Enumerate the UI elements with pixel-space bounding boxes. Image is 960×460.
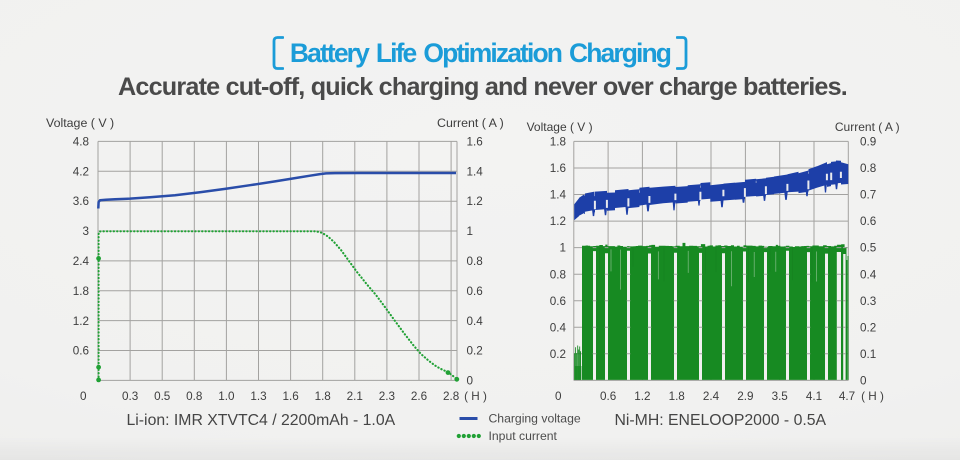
svg-text:1.2: 1.2 (73, 315, 89, 328)
svg-text:1.8: 1.8 (73, 285, 89, 298)
svg-text:0.8: 0.8 (467, 255, 483, 268)
svg-text:0.4: 0.4 (467, 315, 484, 328)
svg-text:2.9: 2.9 (737, 390, 753, 403)
svg-text:( H ): ( H ) (861, 390, 884, 403)
svg-text:1.3: 1.3 (250, 390, 266, 403)
svg-text:3.5: 3.5 (772, 390, 789, 403)
svg-text:1.2: 1.2 (634, 390, 650, 403)
svg-text:1.4: 1.4 (467, 165, 484, 178)
svg-text:1.6: 1.6 (282, 390, 298, 403)
svg-text:0.6: 0.6 (860, 215, 876, 228)
svg-text:0.2: 0.2 (550, 348, 566, 361)
svg-text:1.8: 1.8 (669, 390, 685, 403)
svg-text:Current ( A ): Current ( A ) (437, 116, 504, 130)
svg-text:1.0: 1.0 (218, 390, 235, 403)
svg-text:1: 1 (559, 242, 566, 255)
svg-text:1.8: 1.8 (315, 390, 331, 403)
svg-text:0.8: 0.8 (860, 162, 876, 175)
svg-text:0.3: 0.3 (122, 390, 138, 403)
svg-text:1.4: 1.4 (550, 189, 567, 202)
svg-text:Input current: Input current (489, 429, 558, 443)
svg-text:0.2: 0.2 (860, 321, 876, 334)
svg-text:2.6: 2.6 (411, 390, 427, 403)
svg-text:4.7: 4.7 (839, 390, 855, 403)
svg-text:0.5: 0.5 (860, 242, 877, 255)
svg-text:3.6: 3.6 (73, 195, 89, 208)
svg-text:( H ): ( H ) (464, 390, 487, 403)
svg-text:0.6: 0.6 (550, 295, 566, 308)
svg-text:0.4: 0.4 (860, 268, 877, 281)
svg-text:1.6: 1.6 (467, 136, 483, 149)
svg-text:0.3: 0.3 (860, 295, 876, 308)
svg-text:0.4: 0.4 (550, 321, 567, 334)
svg-text:1: 1 (467, 225, 474, 238)
svg-text:0: 0 (467, 375, 474, 388)
svg-text:4.2: 4.2 (73, 165, 89, 178)
svg-text:0.9: 0.9 (860, 136, 876, 149)
svg-text:0.5: 0.5 (154, 390, 171, 403)
svg-text:1.6: 1.6 (550, 162, 566, 175)
svg-text:0.1: 0.1 (860, 348, 876, 361)
svg-text:0: 0 (555, 390, 562, 403)
svg-text:Voltage ( V ): Voltage ( V ) (527, 120, 593, 134)
svg-text:2.3: 2.3 (379, 390, 395, 403)
svg-text:0.6: 0.6 (467, 285, 483, 298)
svg-text:Charging voltage: Charging voltage (489, 412, 581, 426)
svg-text:3: 3 (82, 225, 89, 238)
svg-text:4.1: 4.1 (806, 390, 822, 403)
svg-text:2.4: 2.4 (73, 255, 90, 268)
svg-text:0.2: 0.2 (467, 345, 483, 358)
svg-text:0: 0 (860, 375, 867, 388)
svg-text:0.6: 0.6 (73, 345, 89, 358)
svg-text:Current ( A ): Current ( A ) (835, 120, 900, 134)
svg-text:0.7: 0.7 (860, 189, 876, 202)
svg-text:0.8: 0.8 (550, 268, 566, 281)
svg-text:1.2: 1.2 (550, 215, 566, 228)
svg-text:0: 0 (80, 390, 87, 403)
svg-text:0.8: 0.8 (186, 390, 202, 403)
svg-text:1.2: 1.2 (467, 195, 483, 208)
svg-text:0.6: 0.6 (600, 390, 616, 403)
svg-text:2.4: 2.4 (703, 390, 720, 403)
svg-text:2.8: 2.8 (443, 390, 459, 403)
svg-text:4.8: 4.8 (73, 136, 89, 149)
svg-text:1.8: 1.8 (550, 136, 566, 149)
svg-text:Voltage ( V ): Voltage ( V ) (46, 116, 114, 130)
svg-text:2.1: 2.1 (347, 390, 363, 403)
